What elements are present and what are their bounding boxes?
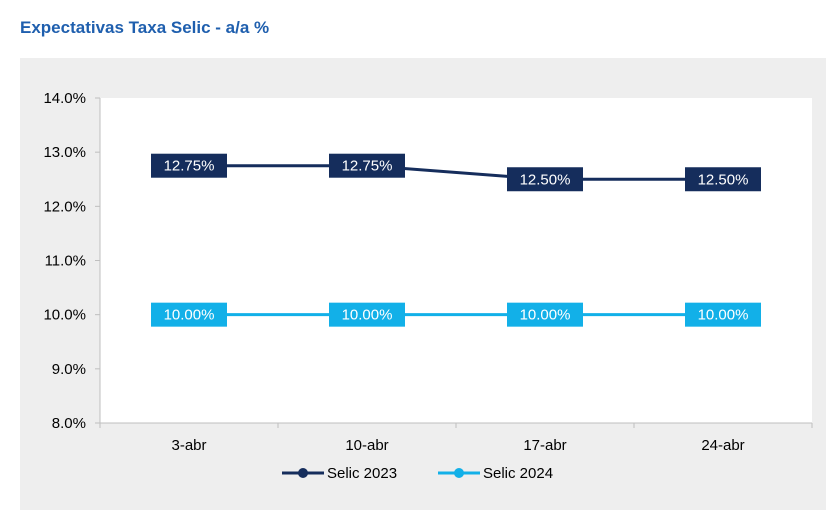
legend-label: Selic 2024 (483, 465, 553, 482)
data-label-box (329, 153, 405, 178)
series-layer: 12.75% 12.75% 12.50% 12.50% 10.00% 10.00% 10.0… (151, 153, 761, 327)
x-tick-label: 17-abr (523, 437, 566, 454)
data-label-box (507, 302, 583, 327)
data-label-group: 10.00% (507, 302, 583, 327)
plot-area (100, 98, 812, 423)
data-label: 10.00% (520, 307, 571, 324)
y-tick-label: 10.0% (43, 307, 86, 324)
legend: Selic 2023 Selic 2024 (282, 465, 553, 482)
chart-title: Expectativas Taxa Selic - a/a % (20, 18, 270, 37)
data-label-group: 12.50% (507, 167, 583, 192)
series-line (189, 164, 723, 181)
data-label-box (151, 153, 227, 178)
data-label-box (685, 167, 761, 192)
data-label-box (329, 302, 405, 327)
data-label-group: 10.00% (685, 302, 761, 327)
data-label: 10.00% (342, 307, 393, 324)
legend-item: Selic 2023 (282, 465, 397, 482)
y-tick-label: 14.0% (43, 90, 86, 107)
axes: 8.0% 9.0% 10.0% 11.0% 12.0% 13.0% 14.0% 3-abr 10… (43, 90, 813, 454)
data-label: 12.75% (342, 158, 393, 175)
y-tick-label: 8.0% (52, 415, 86, 432)
x-tick-label: 3-abr (171, 437, 206, 454)
y-tick-label: 12.0% (43, 198, 86, 215)
legend-label: Selic 2023 (327, 465, 397, 482)
legend-item: Selic 2024 (438, 465, 553, 482)
data-label: 10.00% (164, 307, 215, 324)
y-tick-label: 13.0% (43, 144, 86, 161)
data-label-group: 12.75% (329, 153, 405, 178)
data-label-group: 12.75% (151, 153, 227, 178)
legend-marker (298, 468, 308, 478)
legend-marker (454, 468, 464, 478)
x-tick-label: 24-abr (701, 437, 744, 454)
data-label: 12.50% (698, 171, 749, 188)
x-tick-label: 10-abr (345, 437, 388, 454)
data-label: 12.75% (164, 158, 215, 175)
data-label-group: 12.50% (685, 167, 761, 192)
data-label-group: 10.00% (151, 302, 227, 327)
data-label-box (685, 302, 761, 327)
data-label-box (507, 167, 583, 192)
data-label: 12.50% (520, 171, 571, 188)
data-label-group: 10.00% (329, 302, 405, 327)
data-label: 10.00% (698, 307, 749, 324)
data-label-box (151, 302, 227, 327)
y-tick-label: 11.0% (45, 253, 86, 270)
y-tick-label: 9.0% (52, 361, 86, 378)
